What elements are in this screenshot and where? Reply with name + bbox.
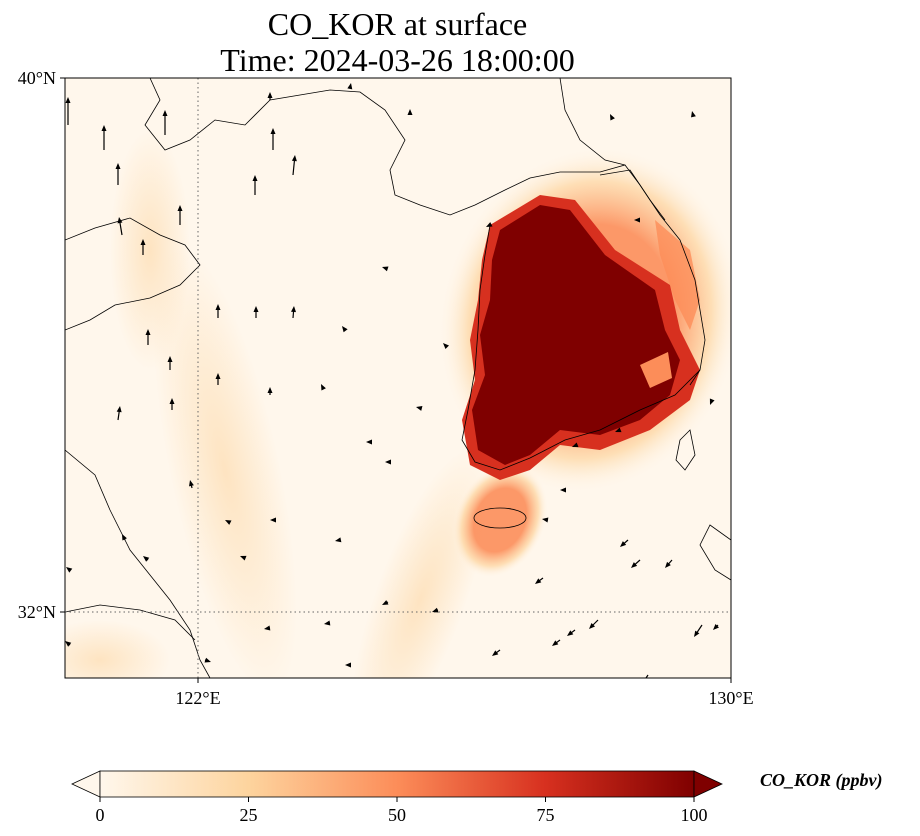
wind-arrow-head — [145, 329, 151, 335]
wind-arrow-head — [240, 555, 247, 561]
colorbar-tick-100: 100 — [681, 805, 708, 825]
wind-arrow-head — [709, 398, 715, 405]
wind-arrow-head — [167, 356, 173, 362]
wind-arrow-head — [486, 222, 493, 227]
wind-arrow-head — [366, 439, 372, 445]
wind-arrow-head — [252, 175, 258, 181]
wind-arrow-head — [291, 306, 296, 313]
wind-arrow-head — [116, 406, 122, 413]
wind-arrow-head — [321, 384, 326, 391]
colorbar-tick-25: 25 — [240, 805, 258, 825]
wind-arrow-head — [691, 111, 696, 118]
colorbar-max-extend — [693, 770, 723, 798]
wind-arrow-head — [267, 92, 273, 98]
wind-arrow-head — [140, 239, 146, 245]
wind-arrow-head — [552, 640, 559, 646]
colorbar-label: CO_KOR (ppbv) — [760, 770, 883, 790]
wind-arrow-head — [122, 534, 127, 541]
wind-arrow-head — [215, 373, 221, 379]
wind-arrow-head — [382, 600, 389, 605]
wind-arrow-head — [66, 567, 73, 573]
wind-arrow-head — [291, 155, 297, 162]
wind-arrow-head — [345, 662, 351, 668]
wind-arrow-head — [342, 326, 348, 333]
wind-arrow-head — [335, 537, 342, 543]
wind-arrow-head — [542, 517, 549, 523]
wind-arrow-head — [324, 620, 331, 626]
wind-arrow-head — [65, 97, 71, 103]
colorbar-min-extend — [71, 770, 101, 798]
gridlines — [65, 78, 731, 678]
wind-arrow-head — [267, 387, 273, 393]
wind-arrow-head — [101, 125, 107, 131]
wind-arrow-head — [416, 406, 423, 411]
wind-vectors — [65, 83, 720, 687]
co-concentration-field — [65, 78, 731, 687]
wind-arrow-head — [443, 343, 450, 350]
wind-arrow-head — [204, 657, 211, 663]
map-subtitle-time: Time: 2024-03-26 18:00:00 — [220, 42, 575, 78]
lat-tick-32n: 32°N — [18, 602, 56, 622]
wind-arrow-head — [407, 109, 413, 115]
wind-arrow-head — [117, 217, 123, 224]
wind-arrow-head — [347, 83, 353, 90]
wind-arrow-head — [65, 641, 72, 647]
colorbar-tick-50: 50 — [388, 805, 406, 825]
colorbar-tick-75: 75 — [537, 805, 555, 825]
wind-arrow-head — [385, 459, 391, 465]
wind-arrow-head — [162, 110, 168, 116]
wind-arrow-head — [143, 556, 150, 562]
wind-arrow-head — [225, 520, 232, 525]
wind-arrow-head — [115, 163, 121, 169]
wind-arrow-head — [492, 650, 499, 656]
wind-arrow-head — [560, 487, 566, 493]
wind-arrow-head — [567, 630, 574, 636]
wind-arrow-head — [634, 217, 640, 223]
wind-arrow-head — [631, 562, 638, 568]
wind-arrow-head — [615, 427, 622, 433]
wind-arrow-head — [264, 625, 271, 631]
wind-arrow-head — [640, 681, 645, 687]
wind-arrow-head — [382, 266, 389, 272]
wind-arrow-head — [535, 578, 542, 584]
wind-arrow-head — [610, 114, 615, 121]
wind-arrow-head — [270, 128, 276, 134]
map-title: CO_KOR at surface — [267, 6, 528, 42]
colorbar-tick-0: 0 — [96, 805, 105, 825]
coastlines — [65, 78, 731, 678]
wind-arrow-head — [620, 541, 627, 547]
wind-arrow-head — [253, 306, 259, 312]
wind-arrow-head — [215, 304, 221, 310]
wind-arrow-head — [189, 480, 194, 487]
colorbar-gradient — [99, 770, 695, 798]
wind-arrow-head — [270, 517, 276, 523]
wind-arrow-shaft — [645, 674, 649, 678]
wind-arrow-head — [169, 398, 175, 404]
map-frame — [64, 77, 732, 679]
wind-arrow-head — [177, 205, 183, 211]
lon-tick-122e: 122°E — [175, 688, 220, 708]
wind-arrow-head — [432, 607, 439, 613]
lat-tick-40n: 40°N — [18, 68, 56, 88]
wind-arrow-head — [665, 561, 671, 568]
wind-arrow-head — [694, 630, 700, 637]
wind-arrow-head — [572, 442, 579, 448]
colorbar: 0 25 50 75 100 — [71, 770, 723, 825]
lon-tick-130e: 130°E — [708, 688, 753, 708]
wind-arrow-head — [713, 623, 720, 630]
wind-arrow-head — [589, 622, 596, 629]
